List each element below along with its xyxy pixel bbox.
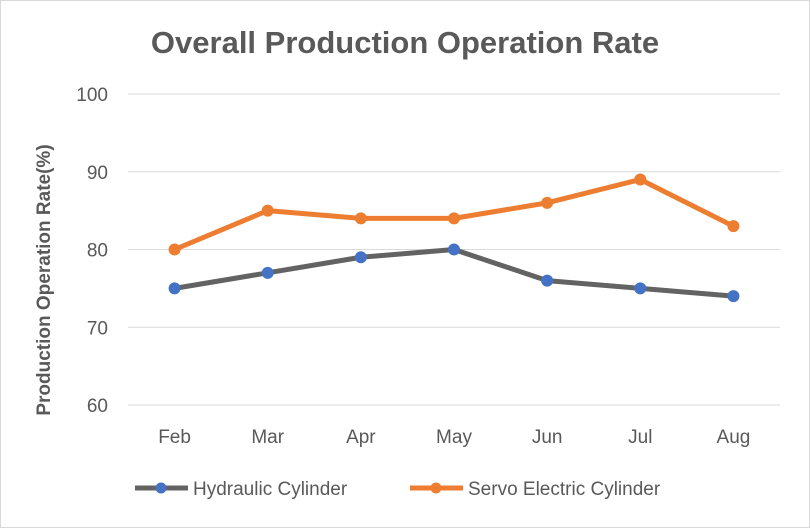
chart-title: Overall Production Operation Rate xyxy=(151,25,659,60)
y-tick-label: 90 xyxy=(87,163,108,184)
data-point xyxy=(261,266,274,279)
legend-label: Hydraulic Cylinder xyxy=(193,479,348,500)
x-tick-label: Apr xyxy=(346,427,376,448)
x-tick-label: Jun xyxy=(532,427,563,448)
y-tick-label: 70 xyxy=(87,318,108,339)
data-point xyxy=(354,251,367,264)
data-point xyxy=(634,282,647,295)
x-tick-label: Mar xyxy=(251,427,284,448)
data-point xyxy=(448,243,460,256)
x-tick-label: Feb xyxy=(158,427,191,448)
y-tick-label: 100 xyxy=(76,85,108,106)
data-point xyxy=(261,204,274,217)
data-point xyxy=(168,282,181,295)
data-point xyxy=(727,220,740,233)
y-tick-label: 60 xyxy=(87,396,108,417)
data-point xyxy=(541,274,554,287)
y-tick-label: 80 xyxy=(87,241,108,262)
data-point xyxy=(448,212,460,225)
legend-marker xyxy=(430,482,442,494)
data-point xyxy=(727,290,740,303)
x-tick-label: May xyxy=(436,427,472,448)
data-point xyxy=(168,243,181,256)
y-axis-label: Production Operation Rate(%) xyxy=(34,144,55,415)
x-tick-label: Aug xyxy=(717,427,751,448)
data-point xyxy=(541,196,554,209)
x-tick-label: Jul xyxy=(628,427,652,448)
legend-label: Servo Electric Cylinder xyxy=(468,479,661,500)
legend-marker xyxy=(155,482,167,494)
data-point xyxy=(354,212,367,225)
data-point xyxy=(634,173,647,186)
